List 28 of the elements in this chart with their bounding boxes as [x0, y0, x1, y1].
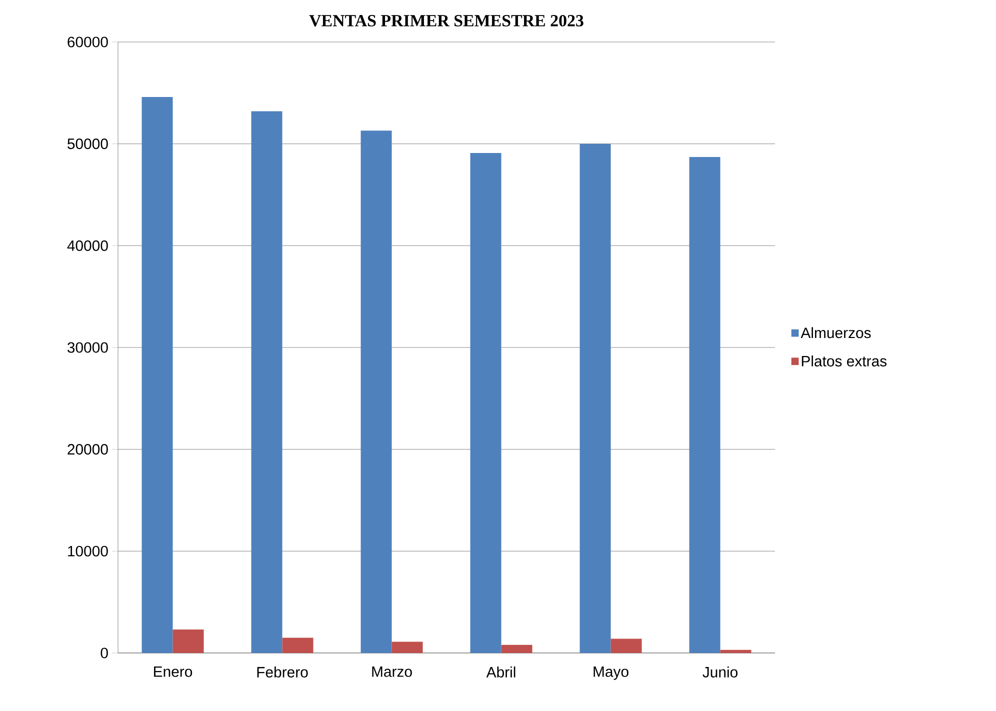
y-tick-label: 40000: [67, 240, 108, 251]
legend-label: Platos extras: [802, 355, 887, 366]
x-tick-label: Febrero: [257, 666, 308, 678]
y-tick-label: 20000: [68, 444, 108, 455]
x-tick-label: Marzo: [372, 666, 412, 677]
y-tick-label: 10000: [68, 546, 108, 556]
bar: [142, 96, 173, 653]
bar: [282, 638, 314, 653]
bar: [689, 157, 720, 653]
y-tick-label: 30000: [67, 342, 108, 353]
y-tick-label: 0: [100, 648, 108, 658]
x-tick-label: Junio: [702, 666, 738, 678]
bar: [251, 111, 282, 653]
bar: [470, 152, 502, 653]
x-tick-label: Enero: [154, 666, 192, 677]
bar: [580, 144, 611, 653]
bar: [392, 642, 423, 653]
x-tick-label: Abril: [486, 666, 516, 678]
bar: [720, 650, 752, 653]
y-tick-label: 50000: [68, 138, 108, 150]
bar: [610, 638, 642, 653]
chart-title: VENTAS PRIMER SEMESTRE 2023: [309, 14, 584, 26]
x-tick-label: Mayo: [594, 666, 628, 680]
legend-label: Almuerzos: [800, 327, 871, 338]
y-tick-label: 60000: [68, 36, 108, 48]
bar: [501, 644, 532, 653]
bar: [360, 130, 392, 653]
bar: [172, 630, 204, 653]
